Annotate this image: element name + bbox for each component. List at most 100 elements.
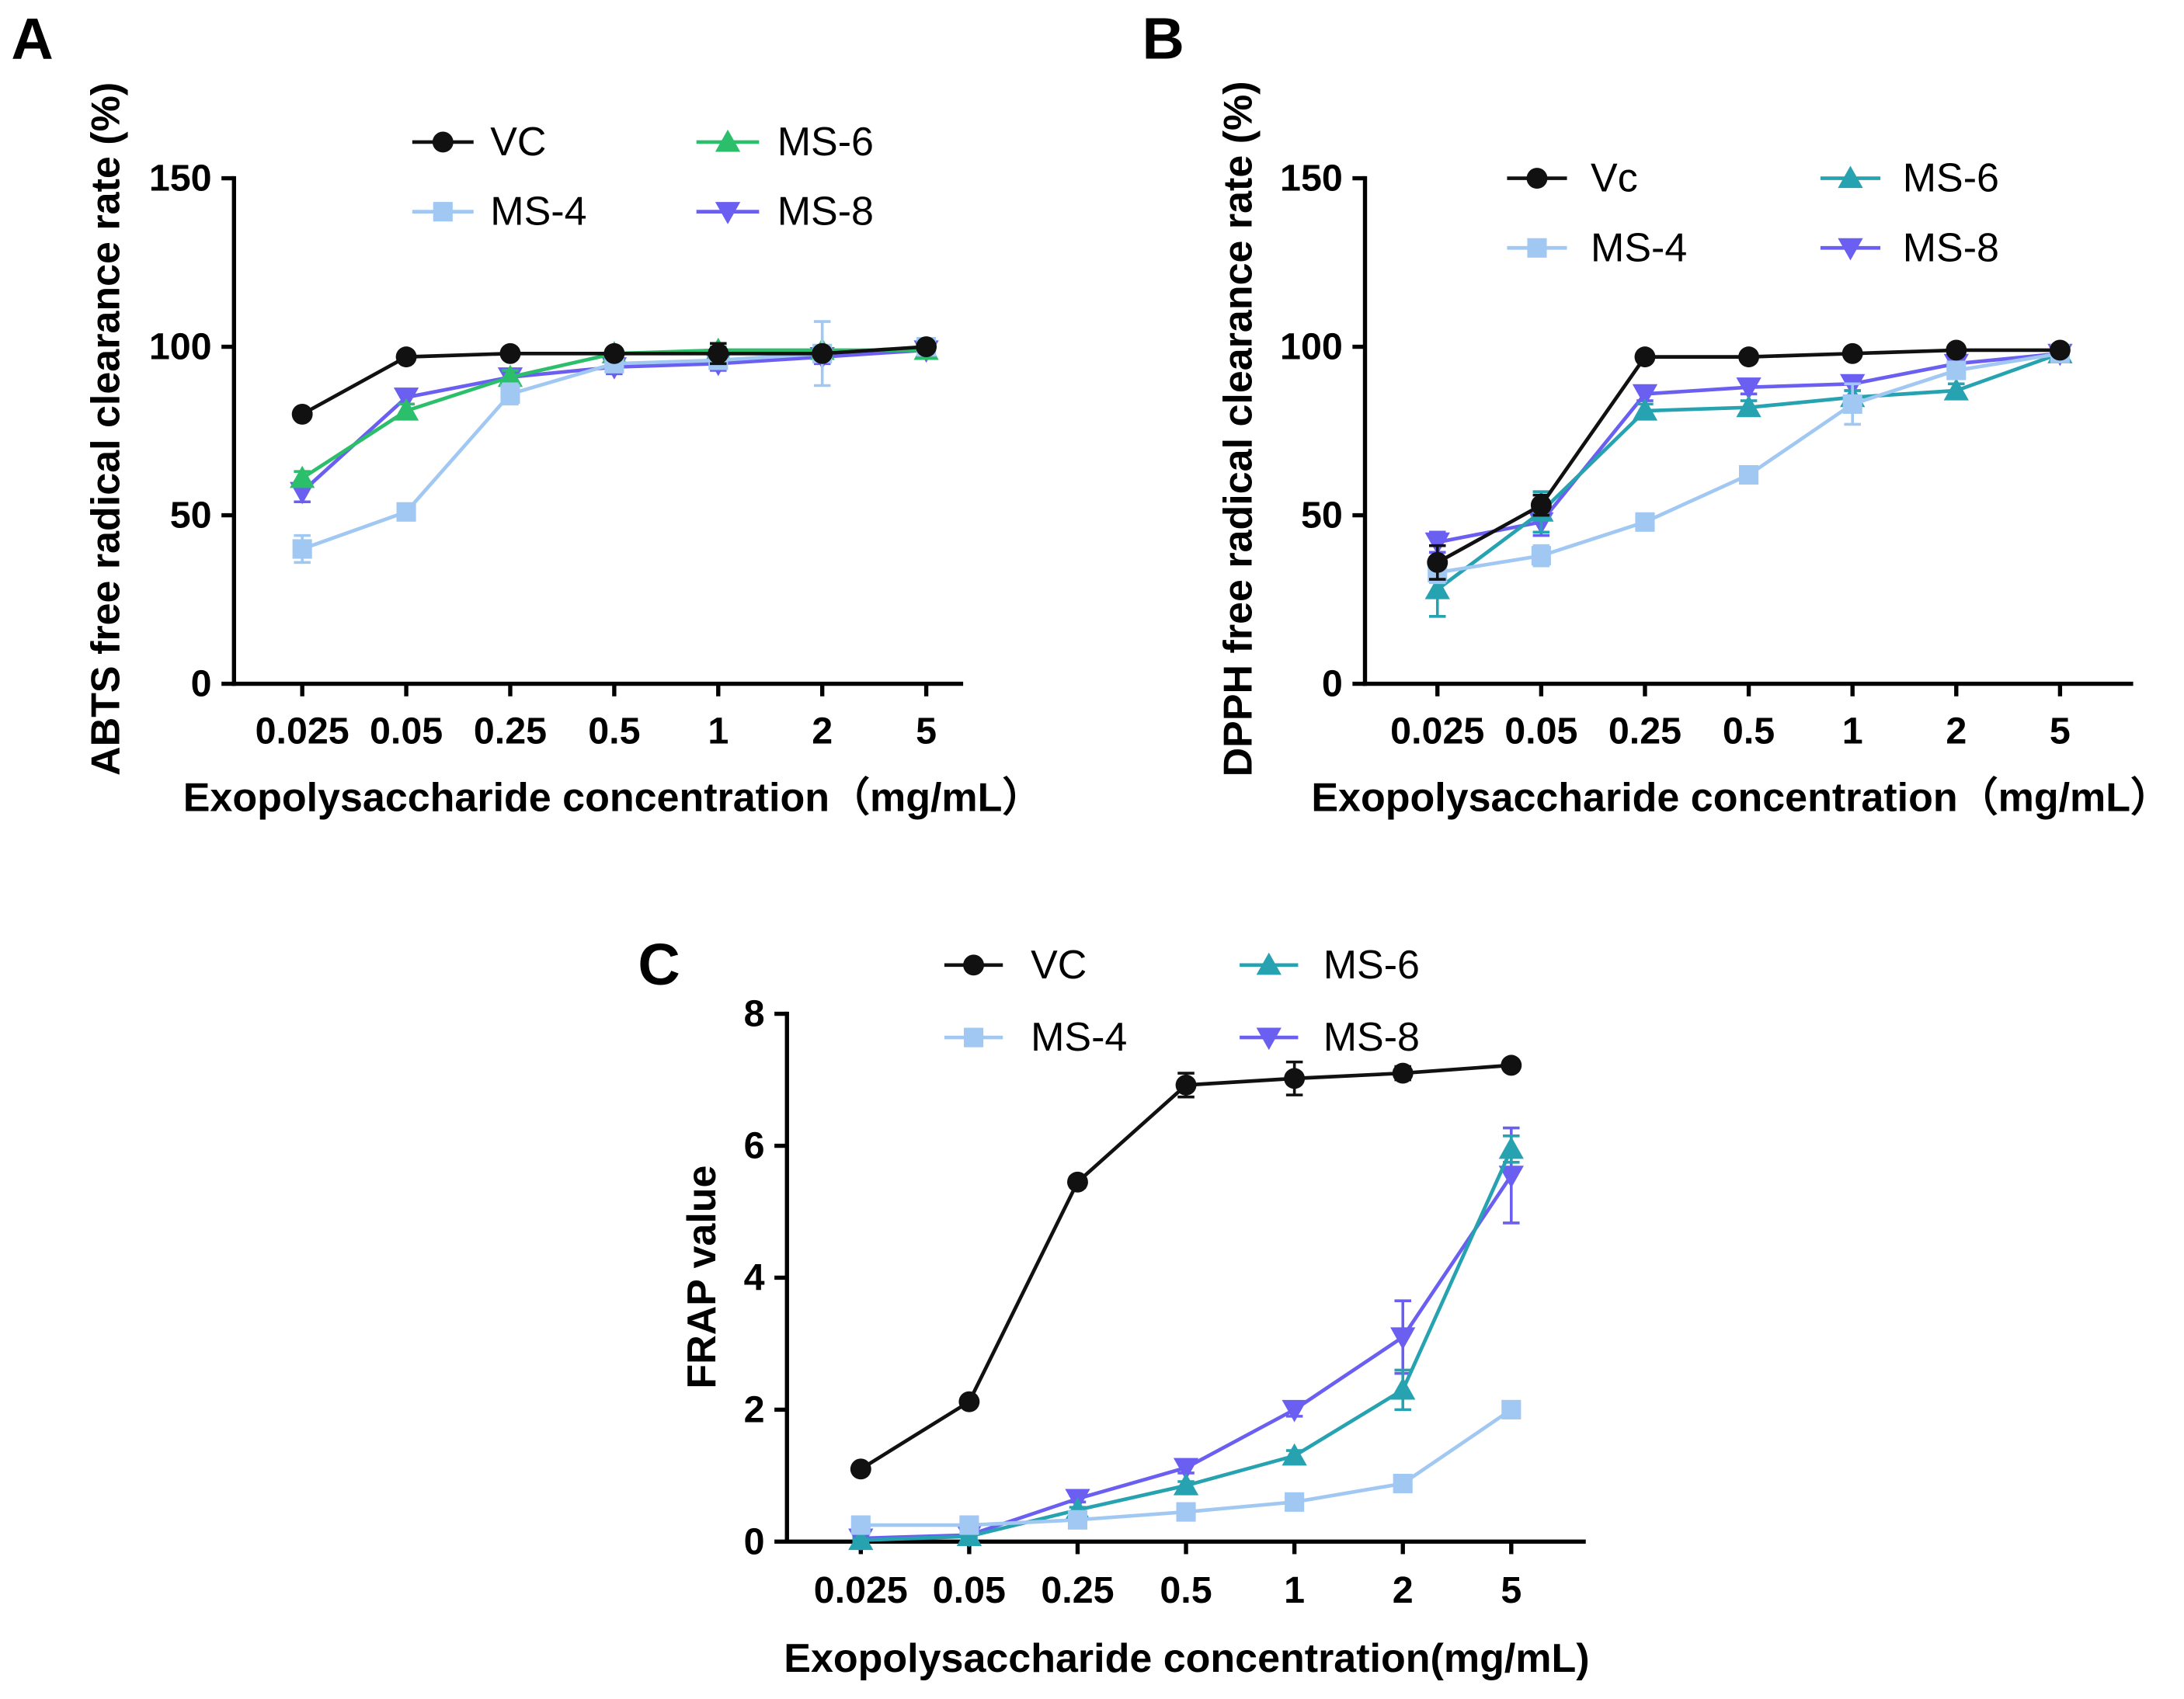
panel-a-vc-point [395,346,417,368]
panel-b-y-tick-label: 100 [1280,326,1343,368]
panel-c-vc-point [1175,1074,1197,1096]
panel-c-legend-ms-4-label: MS-4 [1031,1015,1127,1060]
panel-b-legend-ms-6-swatch-marker [1838,165,1863,189]
panel-b-vc-point [2049,339,2071,361]
panel-a-ms-6-point [497,364,523,387]
panel-b-vc-point [1841,342,1863,364]
panel-a-ms-6-point [290,465,315,488]
panel-a-legend-ms-4: MS-4 [412,189,587,235]
panel-a-legend-ms-4-swatch-marker [433,202,453,222]
panel-a-ms-4-point [500,384,520,404]
panel-c-legend-ms-6-swatch-marker [1256,952,1282,975]
panel-b-ms-6-point [1736,394,1761,418]
panel-a-legend-vc: VC [412,120,547,165]
panel-c: C 0 2 4 6 8 0.025 0.05 0.25 0.5 1 2 5 Exopolysacchari… [638,932,1589,1681]
panel-b-ms-4-point [1946,360,1967,380]
panel-a-legend-ms-8-swatch-marker [715,202,741,224]
panel-c-legend-ms-6: MS-6 [1240,943,1420,988]
panel-b-x-axis-label: Exopolysaccharide concentration（mg/mL） [1311,776,2171,821]
panel-c-ms-6-point [1282,1443,1307,1466]
panel-b-ms-6-point [1943,377,1969,401]
panel-c-ms-4-point [1176,1502,1196,1522]
panel-b-ms-6-point [1424,576,1450,599]
panel-b-legend-vc-swatch-marker [1526,168,1548,189]
panel-a-ms-6-point [393,398,419,421]
panel-c-ms-6-point [1498,1136,1524,1159]
panel-a-ms-4-point [292,539,312,559]
panel-b-x-tick-label: 1 [1842,711,1863,752]
panel-b-ms-8-point [1736,377,1761,400]
panel-c-ms-4-point [1393,1473,1413,1494]
panel-c-legend-vc-swatch-marker [963,954,985,976]
panel-a-vc-point [916,336,937,358]
panel-a-x-tick-label: 0.025 [256,711,350,752]
panel-c-ms-8-point [1498,1166,1524,1188]
panel-c-vc-point [958,1391,980,1412]
panel-c-y-tick-label: 6 [744,1125,765,1167]
panel-c-legend-vc-label: VC [1031,943,1087,988]
panel-a-vc-point [708,342,729,364]
panel-b-legend-ms-4-label: MS-4 [1591,225,1687,270]
panel-c-x-axis-label: Exopolysaccharide concentration(mg/mL) [784,1636,1589,1681]
panel-a-x-tick-label: 2 [812,711,833,752]
panel-c-vc-point [1284,1068,1306,1089]
panel-a-x-tick-label: 0.5 [588,711,640,752]
panel-a-vc-point [603,342,625,364]
panel-b-ms-8-point [1632,384,1658,407]
panel-c-vc-line [858,1063,1514,1471]
panel-b-ms-4-point [1739,464,1759,485]
panel-a-y-tick-label: 0 [191,663,212,705]
panel-a-legend-ms-6: MS-6 [696,120,874,165]
panel-c-legend-vc: VC [944,943,1087,988]
panel-b-vc-point [1738,346,1760,368]
panel-c-ms-6-point [1173,1472,1199,1496]
panel-a-ms-4-point [396,502,416,522]
panel-a-vc-series [291,336,937,425]
panel-c-x-tick-label: 2 [1393,1569,1414,1611]
panel-b-x-tick-label: 0.5 [1723,711,1775,752]
panel-c-ms-4-series [850,1399,1521,1535]
panel-a-legend-ms-8: MS-8 [696,189,874,235]
panel-b-legend-ms-4: MS-4 [1507,225,1687,270]
panel-b-vc-series [1427,339,2071,581]
panel-c-ms-6-series [848,1134,1524,1551]
panel-a-vc-point [291,403,313,425]
panel-a-vc-point [499,342,521,364]
panel-a-y-axis-label: ABTS free radical clearance rate (%) [83,82,128,776]
panel-c-legend-ms-4-swatch-marker [964,1027,984,1048]
panel-b-legend-ms-6: MS-6 [1820,156,1999,201]
panel-c-vc-series [850,1054,1522,1480]
panel-c-ms-4-point [1067,1510,1088,1530]
panel-c-y-tick-label: 8 [744,993,765,1035]
panel-b-y-tick-label: 0 [1322,663,1343,705]
panel-b-ms-6-point [1632,398,1658,421]
panel-a-legend-ms-6-swatch-marker [715,129,741,152]
panel-a-vc-point [812,342,833,364]
panel-a-legend-vc-label: VC [490,120,546,165]
panel-c-ms-4-point [850,1515,871,1535]
panel-c-ms-4-point [1501,1399,1521,1419]
panel-c-letter: C [638,932,680,997]
panel-a-x-tick-label: 0.25 [474,711,547,752]
panel-c-x-tick-label: 0.05 [933,1569,1006,1611]
panel-b-x-tick-label: 2 [1946,711,1967,752]
panel-b-legend-ms-4-swatch-marker [1527,238,1547,258]
panel-b-ms-4-point [1635,512,1655,532]
panel-c-x-tick-label: 1 [1284,1569,1305,1611]
panel-b-vc-point [1946,339,1967,361]
panel-c-legend-ms-8: MS-8 [1240,1015,1420,1060]
panel-b-y-tick-label: 150 [1280,158,1343,200]
panel-c-x-tick-label: 5 [1501,1569,1521,1611]
panel-a-x-tick-label: 5 [916,711,937,752]
panel-a-legend-ms-4-label: MS-4 [490,189,586,235]
panel-b-x-tick-label: 0.25 [1608,711,1681,752]
panel-c-ms-8-point [1282,1399,1307,1423]
panel-b-vc-point [1634,346,1656,368]
panel-c-y-tick-label: 2 [744,1388,765,1430]
panel-c-x-tick-label: 0.025 [814,1569,908,1611]
panel-b-ms-4-point [1531,546,1551,566]
panel-b-vc-point [1427,551,1448,573]
panel-c-vc-point [850,1458,871,1480]
panel-c-ms-6-point [1390,1377,1416,1400]
